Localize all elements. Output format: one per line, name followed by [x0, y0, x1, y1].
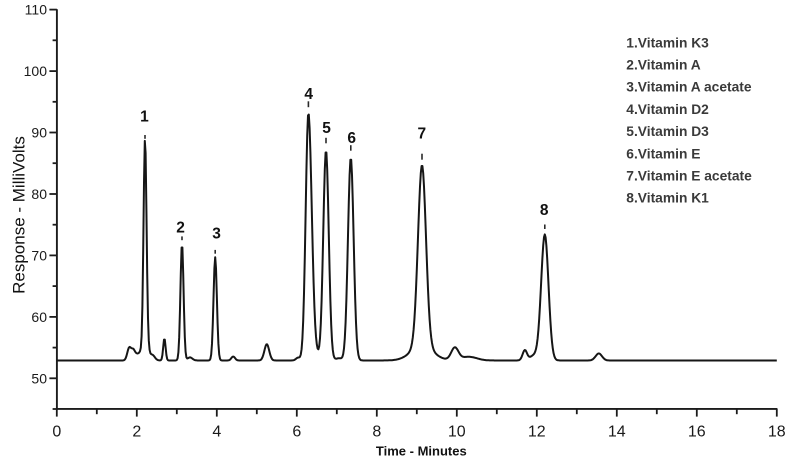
- svg-text:3.Vitamin A acetate: 3.Vitamin A acetate: [626, 80, 752, 95]
- svg-text:5: 5: [322, 120, 331, 137]
- svg-text:3: 3: [212, 225, 221, 242]
- svg-text:4: 4: [304, 86, 313, 103]
- svg-text:70: 70: [31, 248, 47, 264]
- svg-text:4: 4: [212, 424, 221, 441]
- svg-text:2.Vitamin A: 2.Vitamin A: [626, 58, 700, 73]
- svg-text:60: 60: [31, 309, 47, 325]
- svg-text:14: 14: [608, 424, 626, 441]
- svg-text:7: 7: [417, 126, 426, 143]
- svg-text:8.Vitamin K1: 8.Vitamin K1: [626, 191, 709, 206]
- svg-text:7.Vitamin E acetate: 7.Vitamin E acetate: [626, 169, 752, 184]
- svg-text:50: 50: [31, 370, 47, 386]
- svg-text:6: 6: [292, 424, 301, 441]
- svg-text:1: 1: [140, 108, 149, 125]
- svg-text:90: 90: [31, 125, 47, 141]
- svg-text:6.Vitamin E: 6.Vitamin E: [626, 146, 700, 161]
- svg-text:5.Vitamin D3: 5.Vitamin D3: [626, 124, 709, 139]
- svg-text:2: 2: [176, 219, 185, 236]
- svg-text:8: 8: [372, 424, 381, 441]
- svg-text:16: 16: [688, 424, 706, 441]
- svg-text:Response - MilliVolts: Response - MilliVolts: [10, 136, 29, 294]
- svg-text:110: 110: [25, 2, 48, 18]
- svg-text:8: 8: [540, 202, 549, 219]
- svg-text:6: 6: [347, 130, 356, 147]
- svg-text:12: 12: [528, 424, 546, 441]
- svg-text:2: 2: [132, 424, 141, 441]
- svg-text:80: 80: [31, 186, 47, 202]
- svg-text:0: 0: [52, 424, 61, 441]
- svg-text:100: 100: [24, 63, 48, 79]
- svg-text:18: 18: [768, 424, 786, 441]
- svg-text:4.Vitamin D2: 4.Vitamin D2: [626, 102, 709, 117]
- svg-text:1.Vitamin K3: 1.Vitamin K3: [626, 35, 709, 50]
- svg-text:10: 10: [448, 424, 466, 441]
- svg-text:Time - Minutes: Time - Minutes: [376, 444, 467, 459]
